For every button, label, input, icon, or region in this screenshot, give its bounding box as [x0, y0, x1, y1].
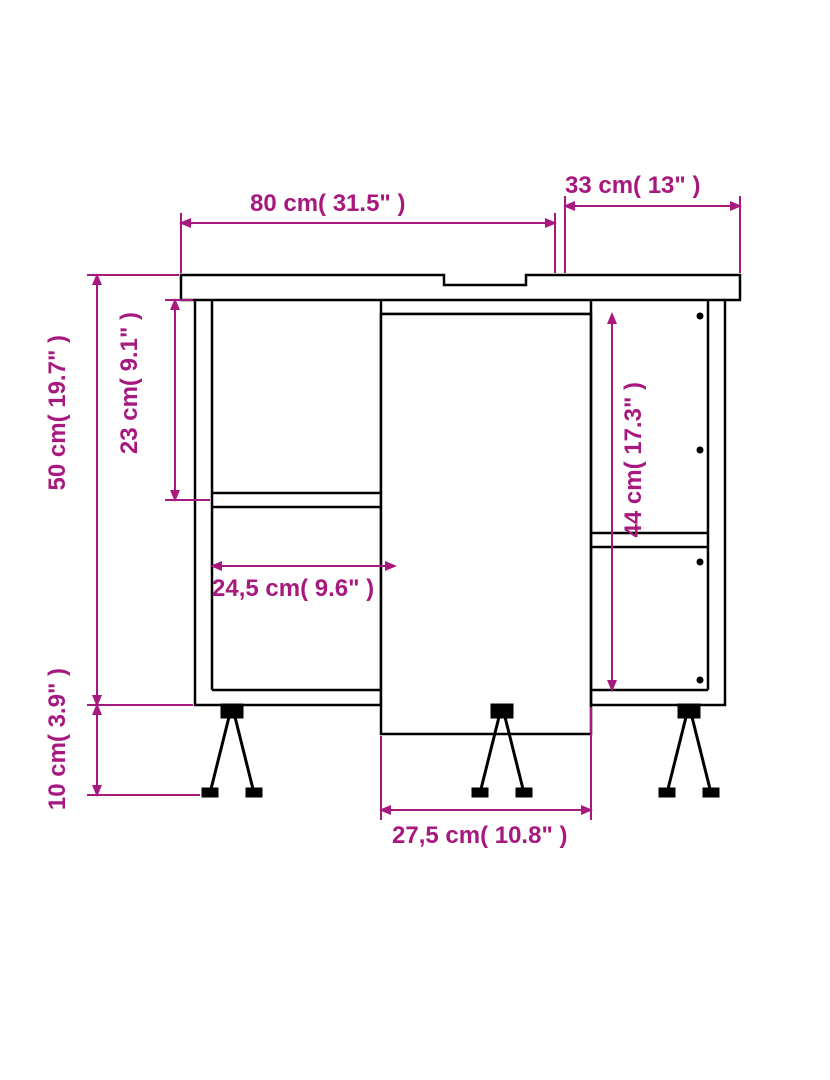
cabinet-outline	[181, 275, 740, 734]
diagram-canvas	[0, 0, 830, 1080]
dim-leg: 10 cm( 3.9" )	[44, 668, 72, 810]
peg-holes	[697, 313, 704, 684]
dim-width-top: 80 cm( 31.5" )	[250, 190, 405, 218]
dim-height: 50 cm( 19.7" )	[44, 335, 72, 490]
dim-door-w: 27,5 cm( 10.8" )	[392, 822, 567, 850]
dim-left-w: 24,5 cm( 9.6" )	[212, 575, 374, 603]
dim-depth: 33 cm( 13" )	[565, 172, 700, 200]
dim-shelf: 23 cm( 9.1" )	[116, 312, 144, 454]
dim-door-h: 44 cm( 17.3" )	[620, 382, 648, 537]
